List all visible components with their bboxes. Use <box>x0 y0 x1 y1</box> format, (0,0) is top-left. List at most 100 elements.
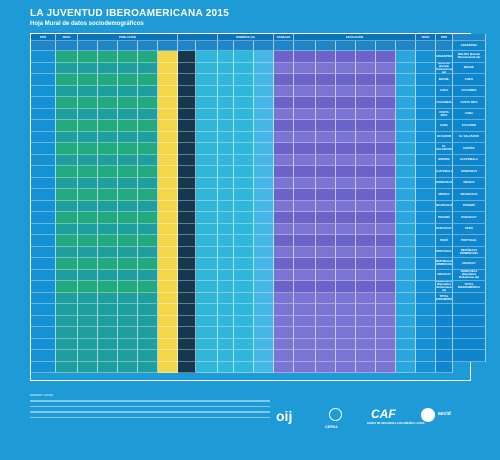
table-cell <box>396 235 416 247</box>
table-cell <box>118 189 138 201</box>
table-cell <box>218 189 234 201</box>
table-cell <box>396 189 416 201</box>
table-cell <box>254 131 274 143</box>
page-subtitle: Hoja Mural de datos sociodemográficos <box>30 21 144 27</box>
table-cell <box>316 269 336 281</box>
table-cell <box>274 177 294 189</box>
table-cell <box>396 143 416 155</box>
table-cell <box>376 258 396 270</box>
table-cell <box>56 85 78 97</box>
footer: FUENTES Y NOTAS oij CEPAL CAF BANCO DE D… <box>30 390 471 450</box>
table-cell <box>218 281 234 293</box>
table-cell <box>78 166 98 178</box>
table-cell <box>316 292 336 304</box>
table-cell <box>98 246 118 258</box>
table-cell <box>376 154 396 166</box>
table-cell <box>316 166 336 178</box>
table-cell <box>234 166 254 178</box>
country-label: EL SALVADOR <box>436 143 453 155</box>
column-header <box>98 41 118 51</box>
table-cell <box>274 85 294 97</box>
table-cell <box>196 269 218 281</box>
table-cell <box>274 143 294 155</box>
table-cell <box>316 281 336 293</box>
table-cell <box>218 338 234 350</box>
table-cell <box>196 350 218 362</box>
group-header: SEXO <box>416 34 436 41</box>
table-cell <box>376 304 396 316</box>
country-label: URUGUAY <box>436 269 453 281</box>
table-cell <box>316 315 336 327</box>
table-cell <box>396 246 416 258</box>
table-cell <box>78 74 98 86</box>
table-cell <box>158 338 178 350</box>
table-cell <box>254 304 274 316</box>
table-cell <box>31 143 56 155</box>
table-cell <box>274 269 294 281</box>
table-cell <box>178 361 196 373</box>
table-cell <box>31 304 56 316</box>
table-cell <box>118 85 138 97</box>
table-cell <box>98 74 118 86</box>
table-cell <box>78 177 98 189</box>
table-cell <box>416 281 436 293</box>
table-cell <box>118 200 138 212</box>
table-cell <box>376 315 396 327</box>
column-header <box>118 41 138 51</box>
table-cell <box>376 189 396 201</box>
table-cell <box>274 281 294 293</box>
table-cell <box>218 51 234 63</box>
table-cell <box>376 269 396 281</box>
table-cell <box>356 246 376 258</box>
table-cell <box>31 177 56 189</box>
table-cell <box>31 350 56 362</box>
table-cell <box>158 200 178 212</box>
table-cell <box>396 74 416 86</box>
country-label: CHILE <box>453 74 486 86</box>
table-cell <box>396 223 416 235</box>
table-cell <box>254 189 274 201</box>
table-cell <box>218 200 234 212</box>
table-cell <box>376 166 396 178</box>
table-cell <box>178 350 196 362</box>
table-cell <box>78 327 98 339</box>
aecid-logo: aecid <box>438 411 451 417</box>
table-cell <box>118 281 138 293</box>
table-cell <box>178 131 196 143</box>
table-cell <box>196 246 218 258</box>
table-cell <box>118 97 138 109</box>
table-cell <box>336 304 356 316</box>
table-cell <box>178 62 196 74</box>
table-cell <box>416 350 436 362</box>
table-cell <box>376 235 396 247</box>
table-cell <box>234 85 254 97</box>
table-cell <box>396 154 416 166</box>
table-cell <box>396 327 416 339</box>
country-label: PORTUGAL <box>453 235 486 247</box>
table-cell <box>294 269 316 281</box>
table-cell <box>416 154 436 166</box>
country-label: TOTAL IBEROAMÉRICA <box>436 292 453 304</box>
table-cell <box>56 235 78 247</box>
table-cell <box>294 51 316 63</box>
table-cell <box>56 246 78 258</box>
table-cell <box>178 304 196 316</box>
table-cell <box>218 85 234 97</box>
table-cell <box>158 143 178 155</box>
table-cell <box>31 189 56 201</box>
column-header <box>396 41 416 51</box>
table-cell <box>56 131 78 143</box>
table-cell <box>396 108 416 120</box>
table-cell <box>158 51 178 63</box>
table-cell <box>376 223 396 235</box>
data-grid: PAÍS SEXO POBLACIÓN POBREZA (%) TRABAJO EDUCA… <box>31 34 486 380</box>
group-header: TRABAJO <box>274 34 294 41</box>
table-cell <box>416 166 436 178</box>
table-cell <box>196 189 218 201</box>
table-cell <box>138 350 158 362</box>
country-label: GUATEMALA <box>436 166 453 178</box>
table-cell <box>31 361 56 373</box>
table-cell <box>274 338 294 350</box>
table-cell <box>234 51 254 63</box>
table-cell <box>356 315 376 327</box>
